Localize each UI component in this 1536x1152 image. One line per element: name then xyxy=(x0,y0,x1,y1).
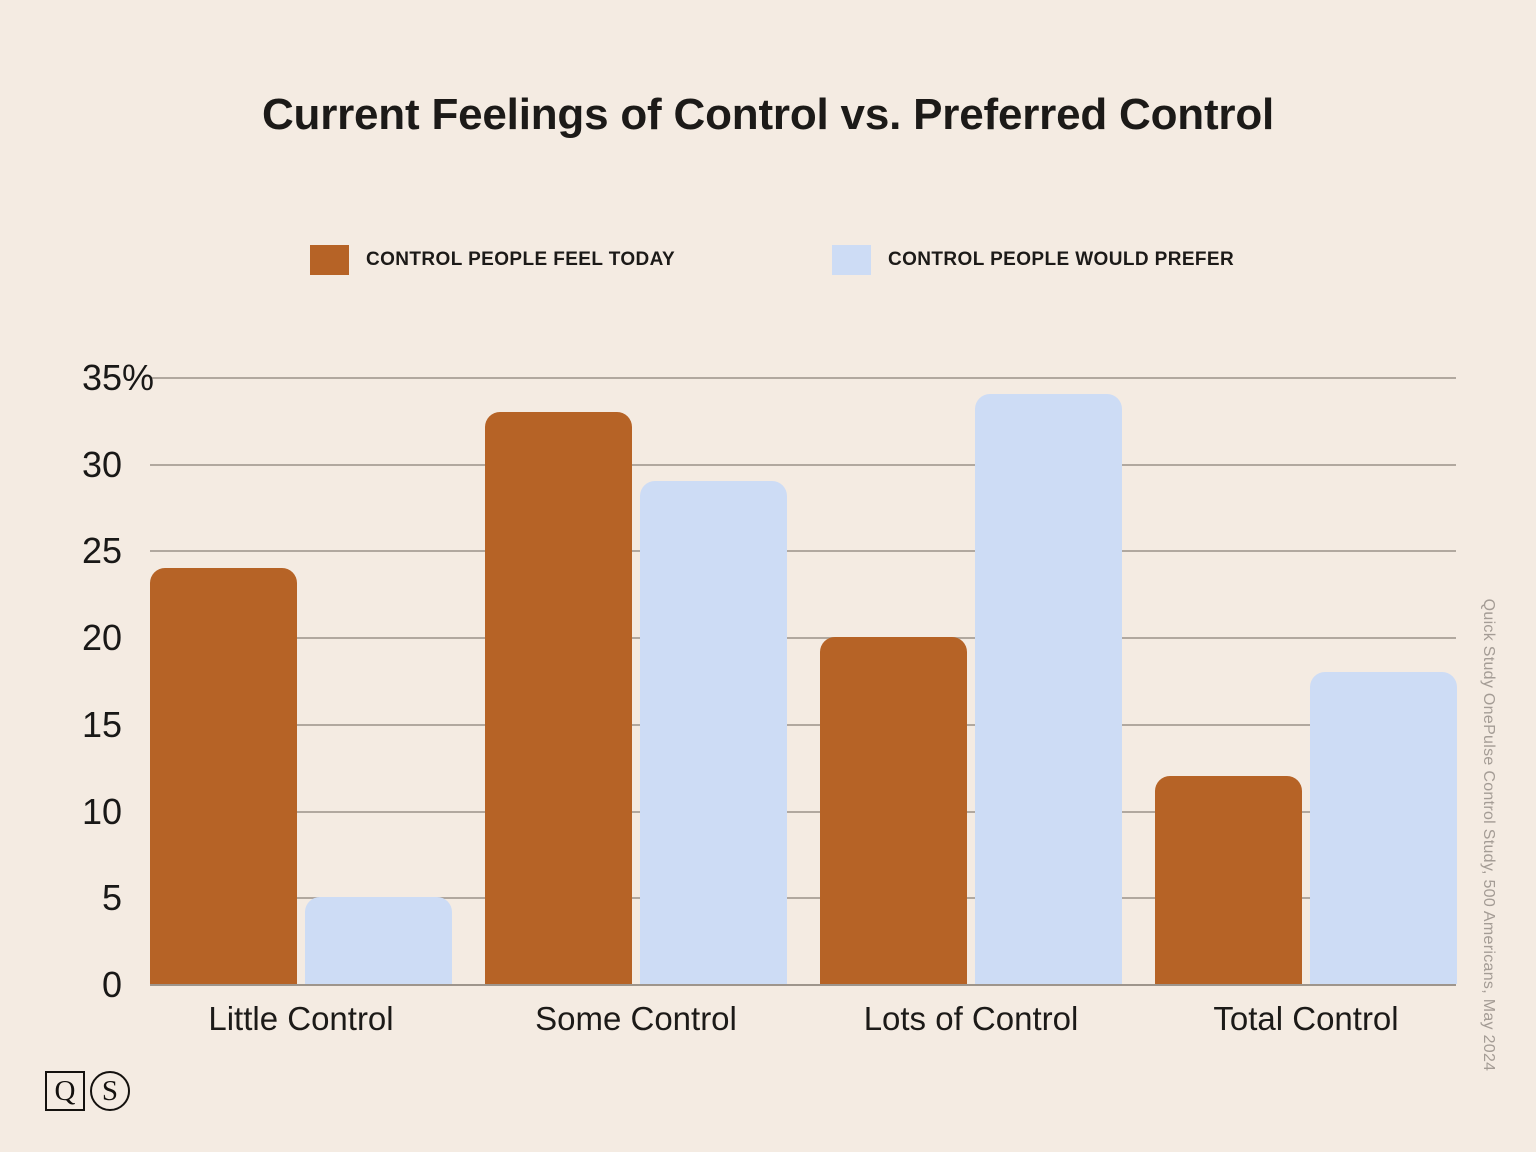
legend-label-would-prefer: CONTROL PEOPLE WOULD PREFER xyxy=(888,249,1235,270)
bar-control-people-feel-today-little-control xyxy=(150,568,297,984)
y-tick-label-25: 25 xyxy=(81,530,122,572)
chart-title: Current Feelings of Control vs. Preferre… xyxy=(261,90,1275,139)
y-tick-label-5: 5 xyxy=(101,877,122,919)
gridline-20 xyxy=(150,637,1456,640)
gridline-0 xyxy=(150,984,1456,986)
y-tick-label-35: 35% xyxy=(81,357,155,398)
legend-swatch-feel-today xyxy=(310,245,349,275)
gridline-10 xyxy=(150,810,1456,813)
gridline-30 xyxy=(150,463,1456,466)
legend-item-feel-today: CONTROL PEOPLE FEEL TODAY xyxy=(310,245,675,275)
y-tick-label-20: 20 xyxy=(81,617,122,659)
x-category-label-little-control: Little Control xyxy=(208,1000,394,1037)
logo-s-mark: S xyxy=(90,1071,130,1111)
y-tick-label-10: 10 xyxy=(81,790,122,832)
bar-control-people-would-prefer-total-control xyxy=(1310,672,1457,984)
x-category-label-lots-of-control: Lots of Control xyxy=(863,1000,1079,1037)
bar-control-people-would-prefer-some-control xyxy=(640,481,787,984)
legend-item-would-prefer: CONTROL PEOPLE WOULD PREFER xyxy=(832,245,1234,275)
logo-q-mark: Q xyxy=(45,1071,85,1111)
x-category-label-total-control: Total Control xyxy=(1213,1000,1399,1037)
y-tick-label-30: 30 xyxy=(81,443,122,485)
bar-control-people-feel-today-lots-of-control xyxy=(820,637,967,984)
source-note: Quick Study OnePulse Control Study, 500 … xyxy=(1480,598,1497,1072)
bar-control-people-would-prefer-lots-of-control xyxy=(975,394,1122,984)
legend-swatch-would-prefer xyxy=(832,245,871,275)
y-tick-label-15: 15 xyxy=(81,703,122,745)
bar-control-people-feel-today-some-control xyxy=(485,412,632,984)
brand-logo: Q S xyxy=(45,1071,130,1111)
gridline-35 xyxy=(150,377,1456,379)
gridline-25 xyxy=(150,550,1456,553)
bar-control-people-feel-today-total-control xyxy=(1155,776,1302,984)
y-tick-label-0: 0 xyxy=(101,964,122,1005)
gridline-5 xyxy=(150,897,1456,900)
bar-control-people-would-prefer-little-control xyxy=(305,897,452,984)
percent-sign: % xyxy=(122,357,155,398)
legend-label-feel-today: CONTROL PEOPLE FEEL TODAY xyxy=(366,249,676,270)
gridline-15 xyxy=(150,723,1456,726)
x-category-label-some-control: Some Control xyxy=(535,1000,737,1037)
